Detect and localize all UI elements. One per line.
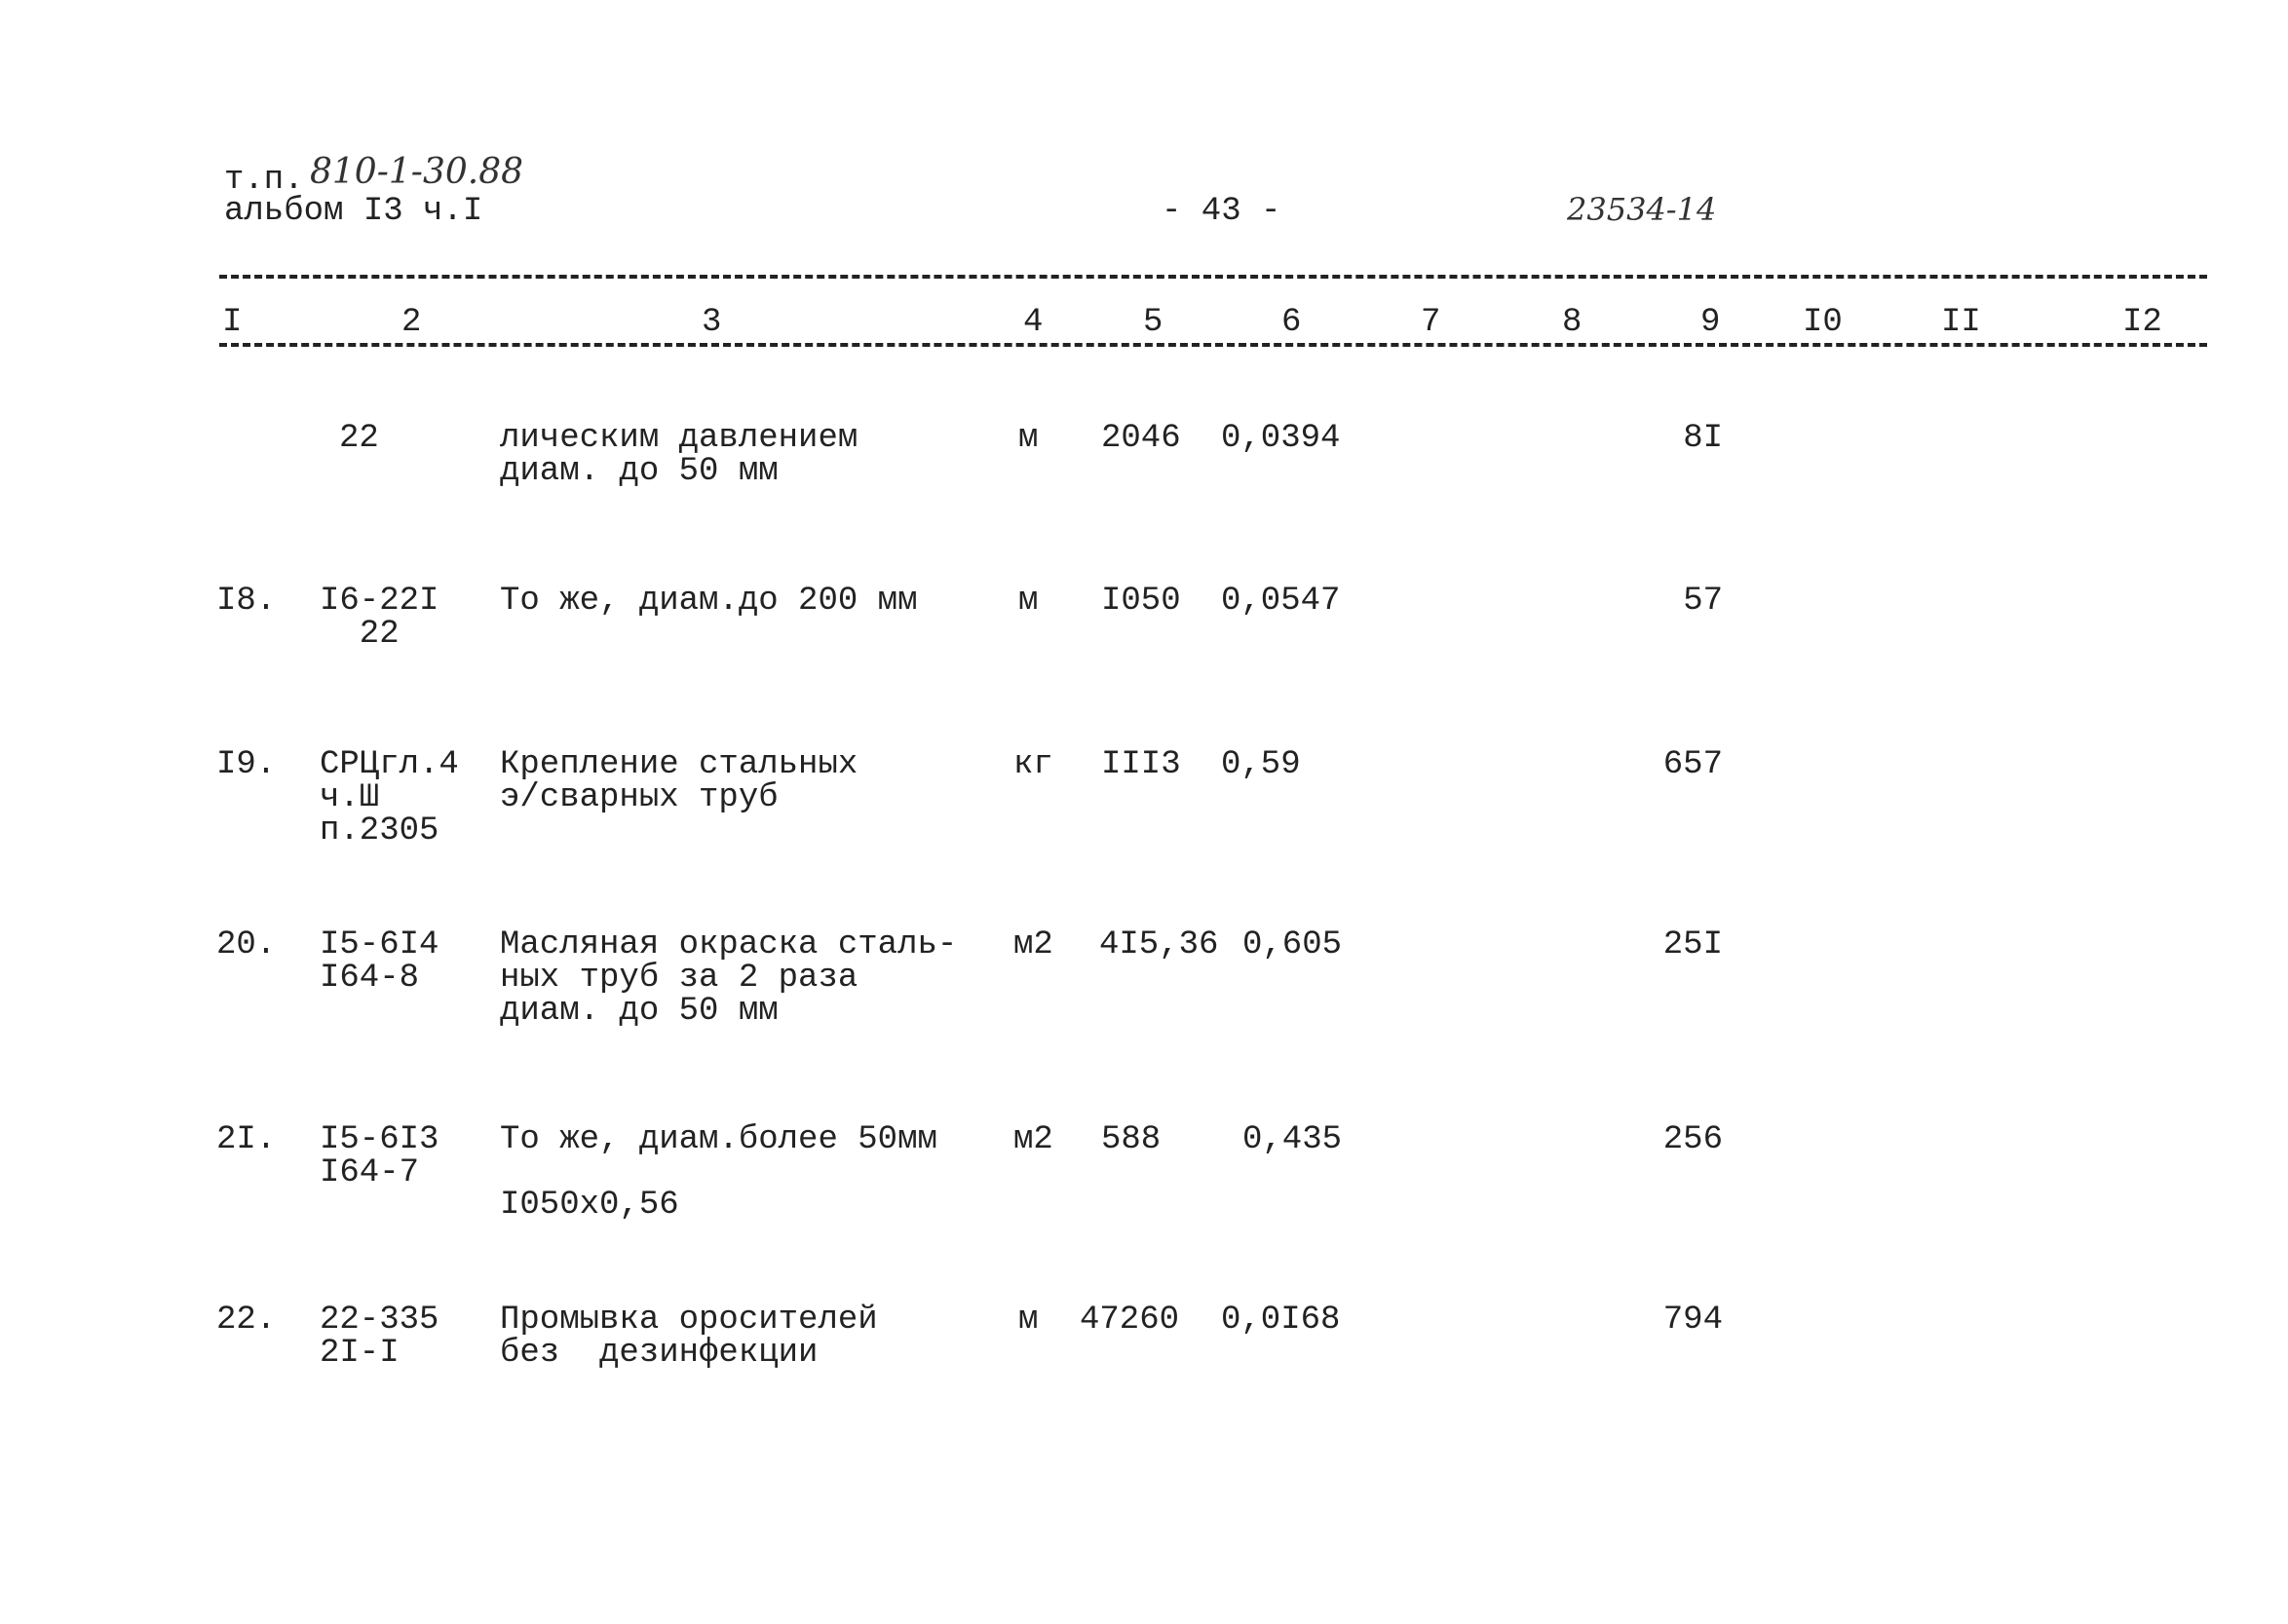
row-col9: 657: [1662, 746, 1723, 783]
row-norm: 0,0I68: [1221, 1302, 1341, 1339]
row-number: 2I.: [216, 1121, 277, 1158]
column-number: 8: [1562, 304, 1583, 341]
row-unit: м2: [1013, 926, 1053, 963]
row-number: I9.: [216, 746, 277, 783]
row-quantity: 2046: [1101, 420, 1181, 457]
row-norm: 0,0547: [1221, 583, 1341, 620]
row-code: 22-335: [320, 1302, 439, 1339]
row-code: I6-22I: [320, 583, 439, 620]
row-description: Крепление стальных: [500, 746, 858, 783]
row-norm: 0,0394: [1221, 420, 1341, 457]
row-code: 22: [339, 420, 379, 457]
row-quantity: 588: [1101, 1121, 1162, 1158]
doc-number-handwritten: 23534-14: [1567, 191, 1717, 228]
row-unit: м: [1018, 583, 1039, 620]
album-label: альбом I3 ч.I: [224, 193, 483, 230]
row-description: диам. до 50 мм: [500, 453, 779, 490]
row-code: I64-8: [320, 960, 420, 997]
row-code: 22: [320, 616, 400, 653]
header-dashed-rule: [219, 343, 2207, 347]
row-description: без дезинфекции: [500, 1335, 819, 1372]
row-description: э/сварных труб: [500, 779, 779, 816]
row-description: Масляная окраска сталь-: [500, 926, 958, 963]
row-code: I64-7: [320, 1154, 420, 1191]
page-number: - 43 -: [1162, 193, 1281, 230]
row-description: ных труб за 2 раза: [500, 960, 858, 997]
row-unit: м: [1018, 420, 1039, 457]
row-code: 2I-I: [320, 1335, 400, 1372]
column-number: II: [1941, 304, 1981, 341]
row-unit: м2: [1013, 1121, 1053, 1158]
row-description: То же, диам.до 200 мм: [500, 583, 918, 620]
row-col9: 256: [1662, 1121, 1723, 1158]
row-number: 20.: [216, 926, 277, 963]
column-number: 3: [702, 304, 722, 341]
row-description: диам. до 50 мм: [500, 993, 779, 1030]
row-col9: 25I: [1662, 926, 1723, 963]
row-description: Промывка оросителей: [500, 1302, 878, 1339]
row-norm: 0,435: [1242, 1121, 1343, 1158]
column-number: I2: [2122, 304, 2162, 341]
row-quantity: 4I5,36: [1099, 926, 1219, 963]
column-number: I0: [1803, 304, 1843, 341]
row-col9: 8I: [1683, 420, 1723, 457]
column-number: 4: [1023, 304, 1044, 341]
column-number: 2: [401, 304, 422, 341]
row-code: ч.Ш: [320, 779, 380, 816]
row-norm: 0,59: [1221, 746, 1301, 783]
row-number: 22.: [216, 1302, 277, 1339]
column-number: 6: [1281, 304, 1302, 341]
row-note: I050x0,56: [500, 1187, 679, 1224]
row-code: I5-6I4: [320, 926, 439, 963]
row-code: СРЦгл.4: [320, 746, 459, 783]
row-number: I8.: [216, 583, 277, 620]
tp-number-handwritten: 810-1-30.88: [310, 152, 524, 192]
row-col9: 57: [1683, 583, 1723, 620]
column-number: 5: [1143, 304, 1163, 341]
column-number: 9: [1700, 304, 1721, 341]
top-dashed-rule: [219, 275, 2207, 279]
row-norm: 0,605: [1242, 926, 1343, 963]
row-quantity: III3: [1101, 746, 1181, 783]
row-description: То же, диам.более 50мм: [500, 1121, 937, 1158]
row-unit: кг: [1013, 746, 1053, 783]
row-quantity: 47260: [1080, 1302, 1180, 1339]
tp-label: т.п.: [224, 162, 304, 199]
column-number: I: [222, 304, 243, 341]
column-number: 7: [1421, 304, 1441, 341]
row-unit: м: [1018, 1302, 1039, 1339]
row-description: лическим давлением: [500, 420, 858, 457]
row-col9: 794: [1662, 1302, 1723, 1339]
row-code: п.2305: [320, 812, 439, 850]
row-quantity: I050: [1101, 583, 1181, 620]
row-code: I5-6I3: [320, 1121, 439, 1158]
